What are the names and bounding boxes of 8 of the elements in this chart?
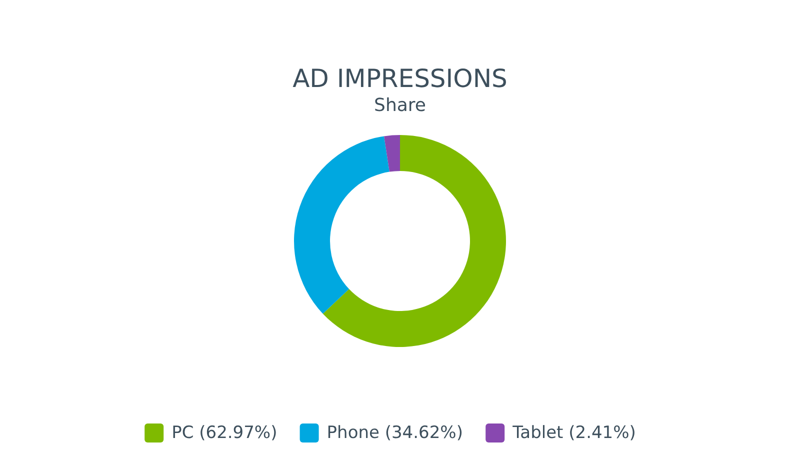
legend-label: PC (62.97%) [172,423,278,443]
donut-slice [384,135,400,172]
legend-label: Tablet (2.41%) [512,423,636,443]
donut-slice [322,135,506,347]
chart-title: AD IMPRESSIONS [292,64,508,93]
legend-label: Phone (34.62%) [326,423,463,443]
donut-slice [294,136,390,314]
chart-subtitle: Share [374,95,426,116]
